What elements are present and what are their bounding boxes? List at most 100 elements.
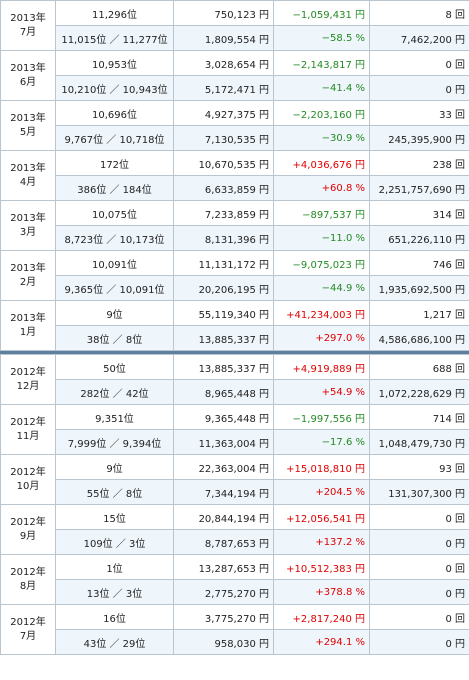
difference-cell: −11.0 % <box>273 225 370 251</box>
difference-cell: −2,143,817 円 <box>273 50 370 76</box>
month-label: 2013年 5月 <box>0 100 56 151</box>
count-cell: 245,395,900 円 <box>369 125 469 151</box>
difference-cell: +294.1 % <box>273 629 370 655</box>
month-label: 2012年 9月 <box>0 504 56 555</box>
table-row: 10,210位 ／ 10,943位 5,172,471 円 −41.4 % 0 円 <box>1 75 469 101</box>
rank-cell: 1位 <box>55 554 174 580</box>
difference-cell: −897,537 円 <box>273 200 370 226</box>
amount-cell: 10,670,535 円 <box>173 150 274 176</box>
difference-cell: +297.0 % <box>273 325 370 351</box>
amount-cell: 55,119,340 円 <box>173 300 274 326</box>
rank-cell: 10,091位 <box>55 250 174 276</box>
table-row: 43位 ／ 29位 958,030 円 +294.1 % 0 円 <box>1 629 469 655</box>
month-label: 2013年 3月 <box>0 200 56 251</box>
month-label: 2012年 12月 <box>0 354 56 405</box>
count-cell: 7,462,200 円 <box>369 25 469 51</box>
rank-cell: 38位 ／ 8位 <box>55 325 174 351</box>
difference-cell: −44.9 % <box>273 275 370 301</box>
rank-cell: 11,015位 ／ 11,277位 <box>55 25 174 51</box>
table-row: 11,015位 ／ 11,277位 1,809,554 円 −58.5 % 7,462… <box>1 25 469 51</box>
table-row: 2012年 11月 9,351位 9,365,448 円 −1,997,556 円 71… <box>0 404 469 455</box>
rank-cell: 10,075位 <box>55 200 174 226</box>
amount-cell: 9,365,448 円 <box>173 404 274 430</box>
rank-cell: 9,351位 <box>55 404 174 430</box>
amount-cell: 6,633,859 円 <box>173 175 274 201</box>
amount-cell: 20,844,194 円 <box>173 504 274 530</box>
rank-cell: 55位 ／ 8位 <box>55 479 174 505</box>
amount-cell: 13,885,337 円 <box>173 325 274 351</box>
amount-cell: 958,030 円 <box>173 629 274 655</box>
table-row: 38位 ／ 8位 13,885,337 円 +297.0 % 4,586,686,10… <box>1 325 469 351</box>
table-row: 7,999位 ／ 9,394位 11,363,004 円 −17.6 % 1,048,… <box>1 429 469 455</box>
difference-cell: +204.5 % <box>273 479 370 505</box>
amount-cell: 3,775,270 円 <box>173 604 274 630</box>
count-cell: 746 回 <box>369 250 469 276</box>
month-label: 2012年 7月 <box>0 604 56 655</box>
rank-cell: 10,953位 <box>55 50 174 76</box>
difference-cell: +15,018,810 円 <box>273 454 370 480</box>
count-cell: 1,217 回 <box>369 300 469 326</box>
amount-cell: 5,172,471 円 <box>173 75 274 101</box>
rank-cell: 9,365位 ／ 10,091位 <box>55 275 174 301</box>
count-cell: 2,251,757,690 円 <box>369 175 469 201</box>
table-row: 9,365位 ／ 10,091位 20,206,195 円 −44.9 % 1,935… <box>1 275 469 301</box>
rank-cell: 50位 <box>55 354 174 380</box>
amount-cell: 7,233,859 円 <box>173 200 274 226</box>
amount-cell: 2,775,270 円 <box>173 579 274 605</box>
count-cell: 0 回 <box>369 504 469 530</box>
amount-cell: 22,363,004 円 <box>173 454 274 480</box>
table-row: 2013年 1月 9位 55,119,340 円 +41,234,003 円 1,217… <box>0 300 469 351</box>
count-cell: 1,072,228,629 円 <box>369 379 469 405</box>
difference-cell: +378.8 % <box>273 579 370 605</box>
count-cell: 314 回 <box>369 200 469 226</box>
table-row: 2013年 4月 172位 10,670,535 円 +4,036,676 円 238 … <box>0 150 469 201</box>
count-cell: 1,048,479,730 円 <box>369 429 469 455</box>
count-cell: 1,935,692,500 円 <box>369 275 469 301</box>
amount-cell: 7,344,194 円 <box>173 479 274 505</box>
difference-cell: −2,203,160 円 <box>273 100 370 126</box>
month-label: 2013年 7月 <box>0 0 56 51</box>
rank-cell: 109位 ／ 3位 <box>55 529 174 555</box>
difference-cell: −30.9 % <box>273 125 370 151</box>
difference-cell: −1,997,556 円 <box>273 404 370 430</box>
count-cell: 8 回 <box>369 0 469 26</box>
count-cell: 651,226,110 円 <box>369 225 469 251</box>
rank-cell: 11,296位 <box>55 0 174 26</box>
count-cell: 0 円 <box>369 629 469 655</box>
difference-cell: +2,817,240 円 <box>273 604 370 630</box>
amount-cell: 8,787,653 円 <box>173 529 274 555</box>
count-cell: 93 回 <box>369 454 469 480</box>
count-cell: 0 円 <box>369 529 469 555</box>
amount-cell: 3,028,654 円 <box>173 50 274 76</box>
amount-cell: 13,287,653 円 <box>173 554 274 580</box>
month-label: 2012年 8月 <box>0 554 56 605</box>
amount-cell: 20,206,195 円 <box>173 275 274 301</box>
count-cell: 33 回 <box>369 100 469 126</box>
rank-cell: 10,210位 ／ 10,943位 <box>55 75 174 101</box>
count-cell: 131,307,300 円 <box>369 479 469 505</box>
table-row: 2013年 5月 10,696位 4,927,375 円 −2,203,160 円 33… <box>0 100 469 151</box>
amount-cell: 8,965,448 円 <box>173 379 274 405</box>
rank-cell: 13位 ／ 3位 <box>55 579 174 605</box>
table-row: 55位 ／ 8位 7,344,194 円 +204.5 % 131,307,300 円 <box>1 479 469 505</box>
rank-cell: 16位 <box>55 604 174 630</box>
difference-cell: −58.5 % <box>273 25 370 51</box>
rank-cell: 9位 <box>55 300 174 326</box>
difference-cell: +4,036,676 円 <box>273 150 370 176</box>
difference-cell: +41,234,003 円 <box>273 300 370 326</box>
count-cell: 0 円 <box>369 579 469 605</box>
amount-cell: 7,130,535 円 <box>173 125 274 151</box>
month-label: 2013年 2月 <box>0 250 56 301</box>
difference-cell: +137.2 % <box>273 529 370 555</box>
difference-cell: −9,075,023 円 <box>273 250 370 276</box>
table-row: 2012年 10月 9位 22,363,004 円 +15,018,810 円 93 回 <box>0 454 469 505</box>
table-row: 13位 ／ 3位 2,775,270 円 +378.8 % 0 円 <box>1 579 469 605</box>
month-label: 2012年 10月 <box>0 454 56 505</box>
rank-cell: 9位 <box>55 454 174 480</box>
